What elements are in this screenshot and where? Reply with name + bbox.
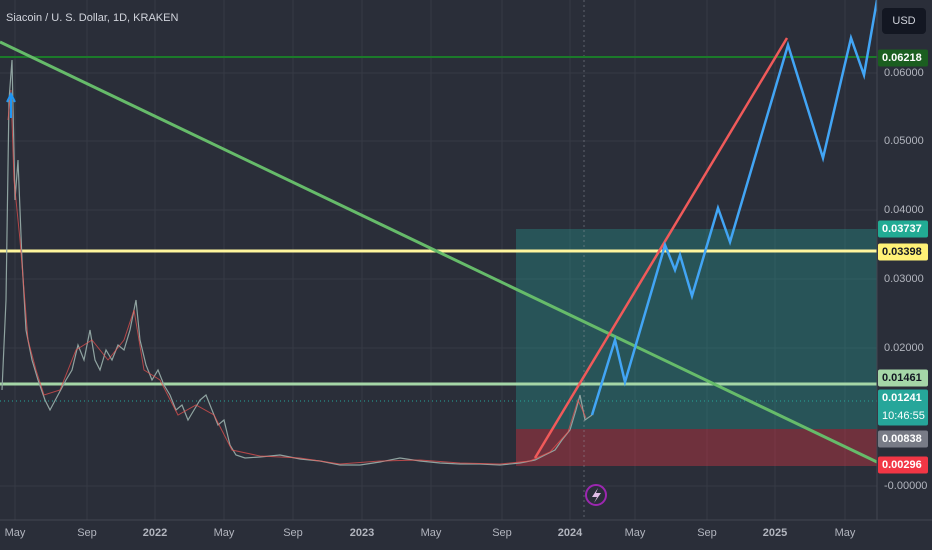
trend-line bbox=[0, 40, 878, 464]
trend-line bbox=[533, 37, 789, 459]
time-label: May bbox=[421, 527, 442, 539]
price-label: 0.03000 bbox=[884, 273, 924, 285]
currency-button[interactable] bbox=[882, 8, 926, 34]
grid bbox=[0, 0, 877, 520]
time-label: 2023 bbox=[350, 527, 374, 539]
time-label: Sep bbox=[492, 527, 512, 539]
price-tag-label: 0.01461 bbox=[882, 372, 922, 384]
time-label: Sep bbox=[283, 527, 303, 539]
time-label: May bbox=[5, 527, 26, 539]
time-label: May bbox=[625, 527, 646, 539]
currency-label: USD bbox=[892, 15, 915, 27]
price-tag bbox=[878, 49, 928, 67]
price-history bbox=[7, 89, 587, 465]
price-tag bbox=[878, 220, 928, 238]
price-tag-label: 0.00838 bbox=[882, 433, 922, 445]
price-tag-label: 0.01241 bbox=[882, 392, 922, 404]
time-label: Sep bbox=[697, 527, 717, 539]
time-label: May bbox=[835, 527, 856, 539]
price-tag bbox=[878, 430, 928, 448]
time-label: 2025 bbox=[763, 527, 787, 539]
price-tag bbox=[878, 389, 928, 426]
time-label: Sep bbox=[77, 527, 97, 539]
price-label: -0.00000 bbox=[884, 480, 927, 492]
time-label: 2024 bbox=[558, 527, 583, 539]
loss-zone bbox=[516, 429, 877, 466]
time-label: May bbox=[214, 527, 235, 539]
projection-path bbox=[590, 0, 879, 416]
price-tag bbox=[878, 456, 928, 474]
price-tag-label: 0.03737 bbox=[882, 223, 922, 235]
price-label: 0.05000 bbox=[884, 135, 924, 147]
profit-zone bbox=[516, 229, 877, 429]
countdown: 10:46:55 bbox=[882, 410, 925, 422]
price-tag-label: 0.03398 bbox=[882, 246, 922, 258]
price-tag-label: 0.06218 bbox=[882, 52, 922, 64]
price-label: 0.02000 bbox=[884, 342, 924, 354]
labels: 0.06000 0.05000 0.04000 0.03000 0.02000 -0.00… bbox=[5, 49, 928, 539]
event-icon bbox=[592, 488, 601, 503]
arrow bbox=[6, 91, 16, 103]
price-label: 0.06000 bbox=[884, 67, 924, 79]
time-label: 2022 bbox=[143, 527, 167, 539]
symbol-title: Siacoin / U. S. Dollar, 1D, KRAKEN bbox=[6, 12, 178, 24]
price-tag bbox=[878, 243, 928, 261]
price-label: 0.04000 bbox=[884, 204, 924, 216]
price-tag-label: 0.00296 bbox=[882, 459, 922, 471]
price-tag bbox=[878, 369, 928, 387]
